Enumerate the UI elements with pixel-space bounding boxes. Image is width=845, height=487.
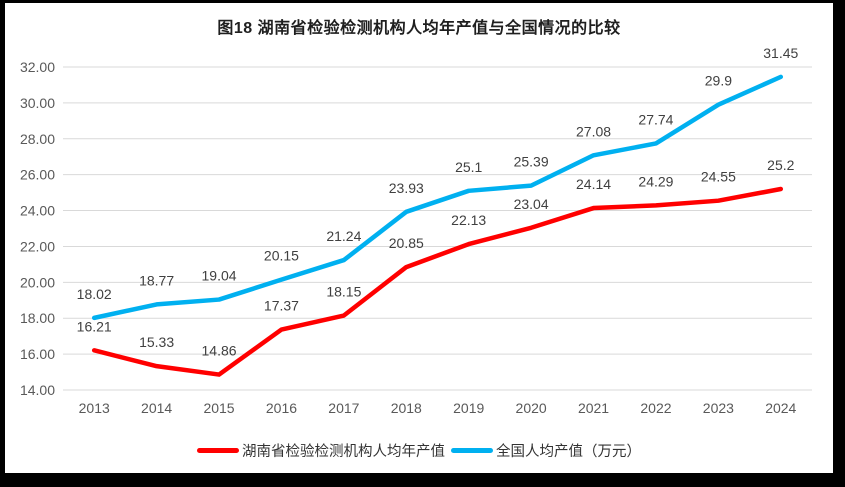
- svg-text:24.14: 24.14: [576, 176, 611, 192]
- svg-text:23.93: 23.93: [389, 180, 424, 196]
- svg-text:2015: 2015: [203, 400, 234, 416]
- svg-text:18.15: 18.15: [326, 284, 361, 300]
- legend-label-hunan: 湖南省检验检测机构人均年产值: [242, 444, 445, 460]
- svg-text:25.1: 25.1: [455, 159, 482, 175]
- svg-text:28.00: 28.00: [20, 131, 55, 147]
- legend-item-hunan: 湖南省检验检测机构人均年产值: [197, 440, 445, 461]
- svg-text:24.55: 24.55: [701, 169, 736, 185]
- svg-text:2021: 2021: [578, 400, 609, 416]
- legend-swatch-national-line: [451, 448, 493, 453]
- svg-text:22.00: 22.00: [20, 238, 55, 254]
- svg-text:21.24: 21.24: [326, 228, 361, 244]
- svg-text:17.37: 17.37: [264, 298, 299, 314]
- svg-text:26.00: 26.00: [20, 167, 55, 183]
- svg-text:20.00: 20.00: [20, 274, 55, 290]
- legend-item-national: 全国人均产值（万元）: [451, 440, 641, 461]
- svg-text:32.00: 32.00: [20, 59, 55, 75]
- svg-text:2023: 2023: [703, 400, 734, 416]
- chart-area: 图18 湖南省检验检测机构人均年产值与全国情况的比较 14.00 16.00 18.…: [5, 3, 833, 473]
- svg-text:2020: 2020: [516, 400, 547, 416]
- svg-text:25.39: 25.39: [514, 154, 549, 170]
- chart-title: 图18 湖南省检验检测机构人均年产值与全国情况的比较: [217, 20, 621, 37]
- line-chart: 14.00 16.00 18.00 20.00 22.00 24.00 26.00 28.00…: [20, 45, 812, 416]
- svg-text:2017: 2017: [328, 400, 359, 416]
- svg-text:22.13: 22.13: [451, 212, 486, 228]
- svg-text:19.04: 19.04: [202, 268, 237, 284]
- svg-text:30.00: 30.00: [20, 95, 55, 111]
- svg-text:24.29: 24.29: [638, 173, 673, 189]
- svg-text:2013: 2013: [79, 400, 110, 416]
- svg-text:27.74: 27.74: [638, 111, 673, 127]
- legend-label-national: 全国人均产值（万元）: [496, 444, 641, 460]
- svg-text:2014: 2014: [141, 400, 172, 416]
- svg-text:16.00: 16.00: [20, 346, 55, 362]
- svg-text:18.02: 18.02: [77, 286, 112, 302]
- svg-text:23.04: 23.04: [514, 196, 549, 212]
- svg-text:2024: 2024: [765, 400, 796, 416]
- svg-text:27.08: 27.08: [576, 123, 611, 139]
- svg-text:15.33: 15.33: [139, 334, 174, 350]
- svg-text:24.00: 24.00: [20, 203, 55, 219]
- svg-text:2022: 2022: [640, 400, 671, 416]
- svg-text:14.00: 14.00: [20, 382, 55, 398]
- svg-text:2016: 2016: [266, 400, 297, 416]
- svg-text:2018: 2018: [391, 400, 422, 416]
- svg-text:18.77: 18.77: [139, 272, 174, 288]
- svg-text:18.00: 18.00: [20, 310, 55, 326]
- chart-legend: 湖南省检验检测机构人均年产值 全国人均产值（万元）: [5, 440, 833, 461]
- svg-text:31.45: 31.45: [763, 45, 798, 61]
- svg-text:14.86: 14.86: [202, 343, 237, 359]
- svg-text:16.21: 16.21: [77, 318, 112, 334]
- svg-text:29.9: 29.9: [705, 73, 732, 89]
- legend-swatch-hunan-line: [197, 448, 239, 453]
- svg-text:20.15: 20.15: [264, 248, 299, 264]
- svg-text:2019: 2019: [453, 400, 484, 416]
- svg-text:20.85: 20.85: [389, 235, 424, 251]
- svg-text:25.2: 25.2: [767, 157, 794, 173]
